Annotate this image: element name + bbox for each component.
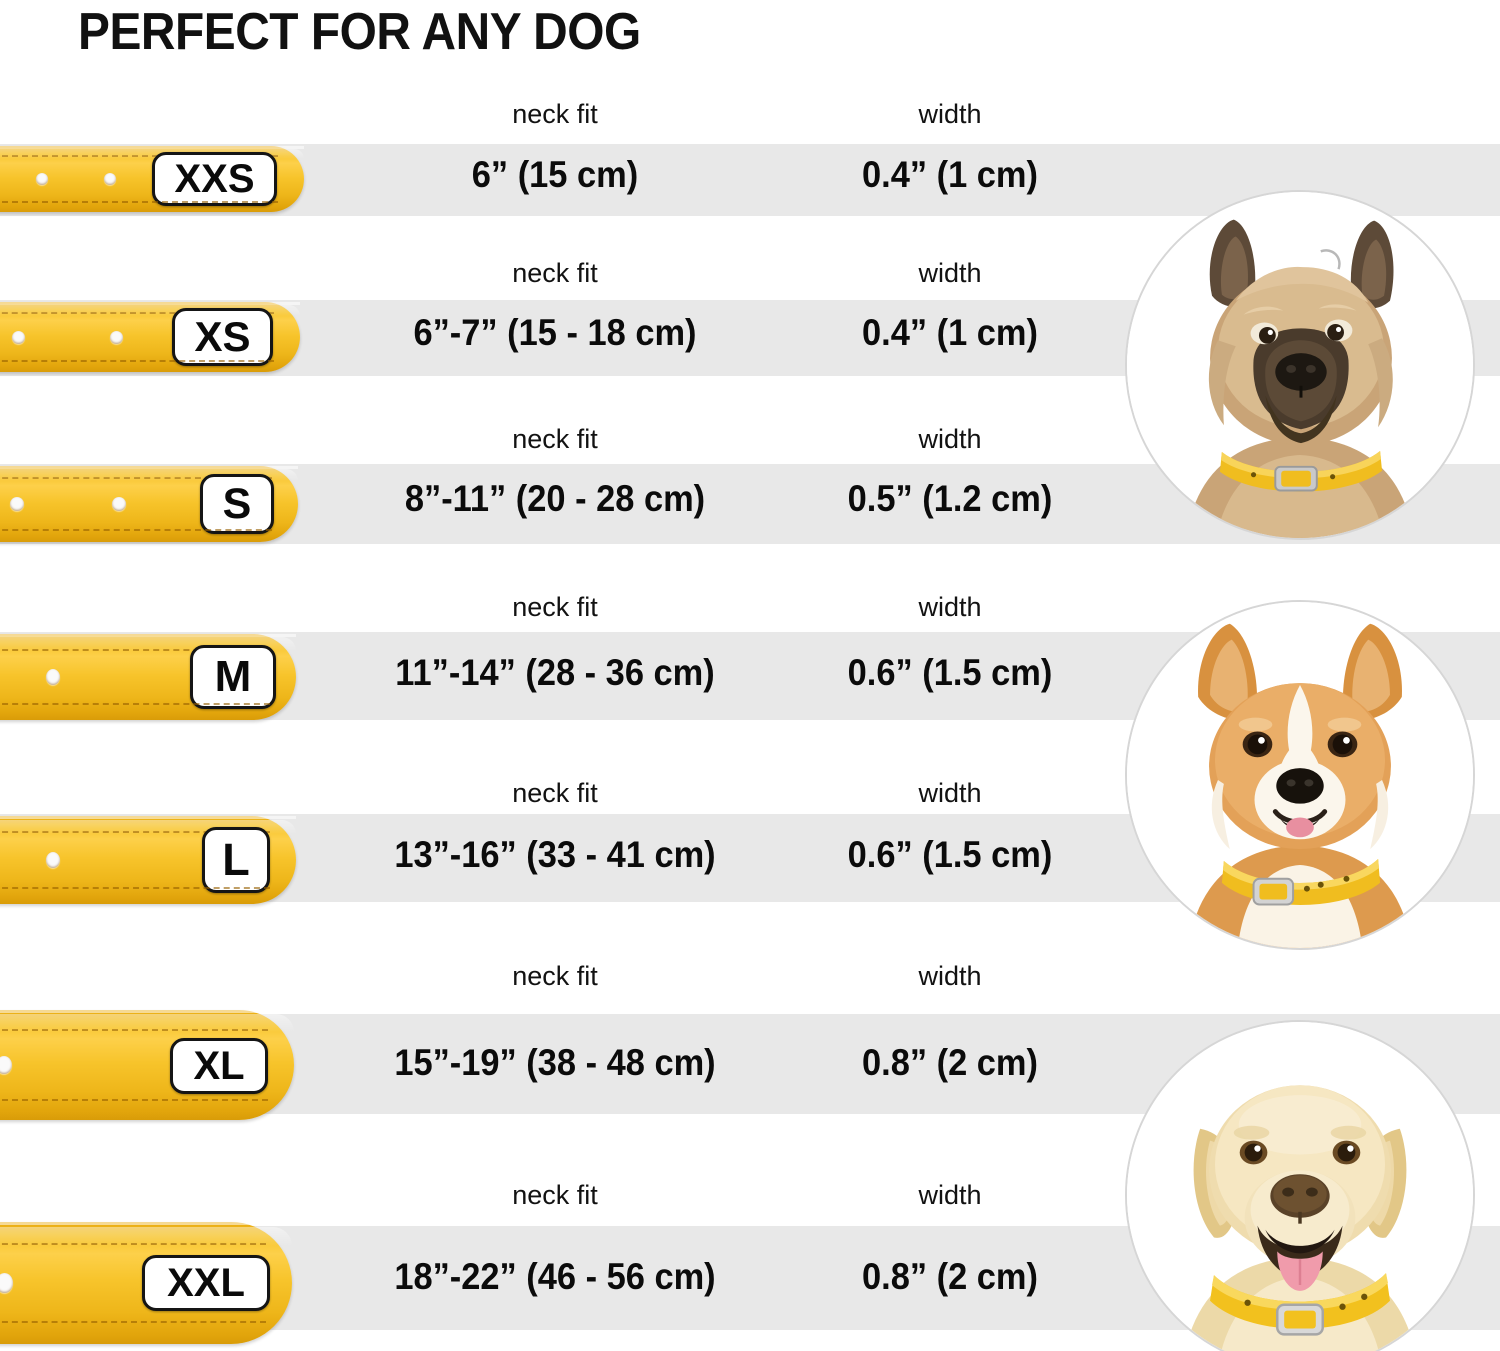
collar-strap-xxl: XXL [0,1222,292,1344]
width-header: width [918,592,982,622]
size-badge-label: M [214,652,252,701]
neck-fit-header: neck fit [512,99,598,129]
column-headers-xs: neck fit width [0,258,1110,292]
column-headers-xxs: neck fit width [0,99,1110,133]
strap-gloss [0,1226,292,1247]
width-value: 0.8” (2 cm) [862,1256,1038,1297]
width-value: 0.5” (1.2 cm) [847,478,1053,519]
small-dog-photo [1125,190,1475,540]
neck-fit-header: neck fit [512,1180,598,1210]
width-header: width [918,961,982,991]
width-header: width [918,258,982,288]
neck-fit-header: neck fit [512,961,598,991]
collar-strap-xl: XL [0,1010,294,1120]
size-badge-l: L [202,827,270,893]
width-value: 0.4” (1 cm) [862,154,1038,195]
column-headers-xl: neck fit width [0,961,1110,995]
collar-hole [10,497,24,511]
size-badge-label: L [222,834,250,885]
size-badge-xl: XL [170,1038,268,1094]
strap-edge-highlight [0,816,296,819]
strap-edge-highlight [0,466,298,469]
size-badge-xxl: XXL [142,1255,270,1311]
width-value: 0.8” (2 cm) [862,1042,1038,1083]
medium-dog-photo [1125,600,1475,950]
strap-edge-highlight [0,302,300,305]
size-badge-label: XXS [174,156,255,201]
neck-fit-header: neck fit [512,258,598,288]
width-header: width [918,778,982,808]
column-headers-xxl: neck fit width [0,1180,1110,1214]
collar-hole [0,1273,13,1293]
neck-fit-header: neck fit [512,424,598,454]
neck-fit-header: neck fit [512,592,598,622]
neck-fit-value: 6” (15 cm) [471,154,639,195]
collar-hole [46,669,60,685]
size-badge-label: S [222,479,252,528]
collar-strap-xs: XS [0,302,300,372]
neck-fit-header: neck fit [512,778,598,808]
strap-edge-highlight [0,146,304,149]
collar-strap-s: S [0,466,298,542]
column-headers-s: neck fit width [0,424,1110,458]
strap-edge-highlight [0,1010,294,1013]
collar-hole [104,173,116,185]
size-badge-label: XS [194,313,251,360]
page-title: PERFECT FOR ANY DOG [78,3,641,61]
labrador-illustration [1127,1022,1473,1351]
width-header: width [918,1180,982,1210]
size-badge-s: S [200,474,274,534]
width-header: width [918,424,982,454]
collar-strap-m: M [0,634,296,720]
collar-hole [112,497,126,511]
large-dog-photo [1125,1020,1475,1351]
collar-hole [36,173,48,185]
neck-fit-value: 18”-22” (46 - 56 cm) [394,1256,716,1297]
neck-fit-value: 8”-11” (20 - 28 cm) [404,478,706,519]
neck-fit-value: 11”-14” (28 - 36 cm) [395,652,715,693]
neck-fit-value: 6”-7” (15 - 18 cm) [413,312,697,353]
width-header: width [918,99,982,129]
width-value: 0.4” (1 cm) [862,312,1038,353]
collar-strap-xxs: XXS [0,146,304,212]
collar-strap-l: L [0,816,296,904]
collar-hole [46,852,60,868]
column-headers-m: neck fit width [0,592,1110,626]
column-headers-l: neck fit width [0,778,1110,812]
size-badge-m: M [190,645,276,709]
strap-edge-highlight [0,634,296,637]
strap-edge-highlight [0,1222,292,1225]
size-badge-label: XL [193,1043,245,1088]
size-badge-label: XXL [167,1260,245,1305]
neck-fit-value: 13”-16” (33 - 41 cm) [394,834,716,875]
size-badge-xxs: XXS [152,152,277,206]
corgi-illustration [1127,602,1473,948]
collar-hole [12,331,25,344]
collar-hole [110,331,123,344]
collar-hole [0,1056,12,1074]
cairn-terrier-illustration [1127,192,1473,538]
size-badge-xs: XS [172,308,273,366]
width-value: 0.6” (1.5 cm) [847,652,1053,693]
neck-fit-value: 15”-19” (38 - 48 cm) [394,1042,716,1083]
strap-gloss [0,1014,294,1032]
width-value: 0.6” (1.5 cm) [847,834,1053,875]
